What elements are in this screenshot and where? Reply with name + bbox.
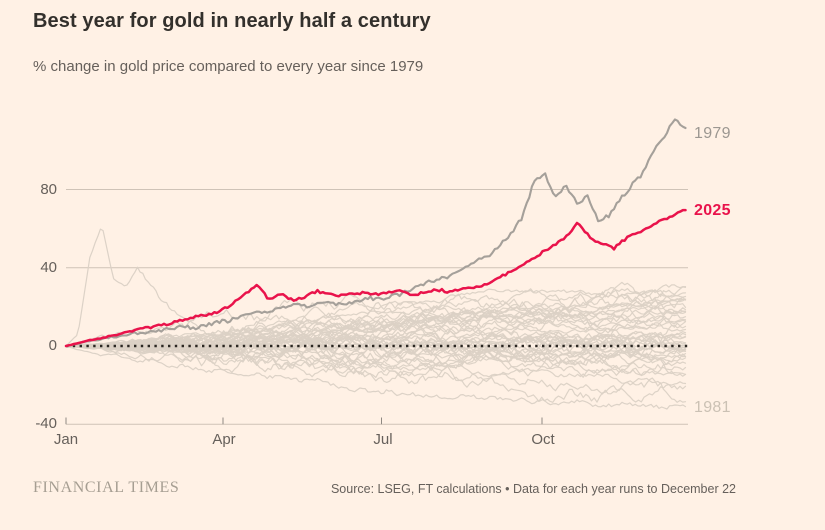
x-tick-label-jul: Jul: [373, 431, 393, 448]
series-line-1981: [65, 345, 687, 410]
source-note: Source: LSEG, FT calculations • Data for…: [330, 482, 736, 496]
series-line-2013: [65, 345, 687, 403]
y-tick-label-0: 0: [48, 337, 57, 354]
y-tick-label-minus40: -40: [35, 415, 57, 432]
series-line-2024: [65, 292, 687, 347]
series-line-2025: [64, 208, 687, 348]
series-line-2021: [65, 335, 687, 361]
series-line-1980: [65, 228, 687, 347]
series-label-1981: 1981: [694, 399, 731, 416]
y-tick-label-80: 80: [40, 181, 57, 198]
series-label-2025: 2025: [694, 202, 731, 219]
series-line-2006: [65, 293, 687, 349]
series-line-2023: [65, 317, 687, 354]
gridlines: [66, 189, 688, 425]
series-line-2022: [65, 324, 687, 355]
y-tick-label-40: 40: [40, 259, 57, 276]
x-tick-label-apr: Apr: [212, 431, 236, 448]
chart-title: Best year for gold in nearly half a cent…: [33, 10, 431, 32]
series-line-1979: [64, 118, 687, 348]
x-axis-ticks: [65, 417, 543, 425]
series-label-1979: 1979: [694, 125, 731, 142]
ft-logo: FINANCIAL TIMES: [33, 479, 180, 496]
x-tick-label-oct: Oct: [531, 431, 555, 448]
highlighted-year-lines: [64, 118, 687, 348]
x-tick-label-jan: Jan: [53, 431, 79, 448]
series-line-1984: [65, 345, 687, 386]
series-line-2007: [65, 284, 687, 347]
background-year-lines: [65, 228, 687, 410]
chart-subtitle: % change in gold price compared to every…: [33, 58, 424, 75]
